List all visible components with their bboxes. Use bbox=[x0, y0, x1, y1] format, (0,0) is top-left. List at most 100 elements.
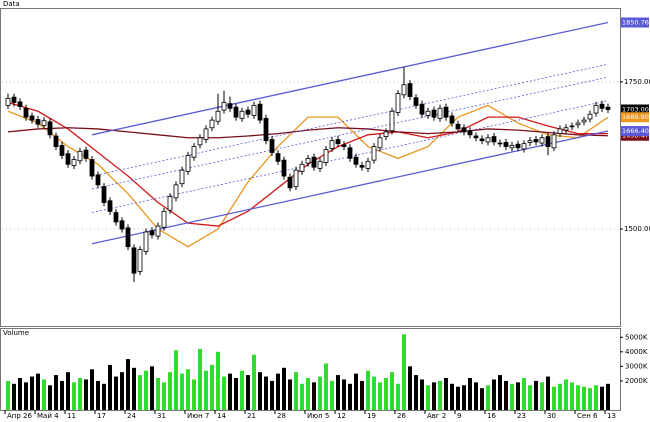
volume-bar bbox=[240, 370, 244, 410]
candle-body bbox=[215, 110, 221, 122]
volume-bar bbox=[420, 379, 424, 410]
candle-body bbox=[107, 200, 113, 212]
volume-bar bbox=[546, 376, 550, 410]
candle-body bbox=[425, 110, 431, 116]
y-tick-label: 1750.00 bbox=[624, 78, 650, 86]
candle-body bbox=[521, 143, 527, 150]
candle-body bbox=[593, 104, 599, 114]
volume-bar bbox=[534, 380, 538, 410]
volume-bar bbox=[384, 378, 388, 410]
candle-body bbox=[89, 159, 95, 177]
candle-body bbox=[221, 102, 227, 111]
volume-bar bbox=[312, 382, 316, 410]
candle-body bbox=[485, 137, 491, 143]
x-tick-label: 28 bbox=[277, 412, 286, 420]
candle-body bbox=[155, 225, 161, 237]
volume-bar bbox=[372, 376, 376, 410]
candle-body bbox=[5, 97, 11, 106]
candle-body bbox=[53, 135, 59, 147]
x-tick-label: Июл 5 bbox=[307, 412, 329, 420]
volume-bar bbox=[558, 383, 562, 410]
candle-body bbox=[581, 119, 587, 123]
volume-bar bbox=[504, 380, 508, 410]
volume-bar bbox=[456, 386, 460, 410]
volume-bar bbox=[282, 367, 286, 410]
candle-body bbox=[599, 103, 605, 109]
x-tick-label: Сен 6 bbox=[577, 412, 598, 420]
volume-bar bbox=[114, 376, 118, 410]
volume-bar bbox=[288, 379, 292, 410]
volume-bar bbox=[144, 370, 148, 410]
volume-bar bbox=[24, 382, 28, 410]
volume-bar bbox=[366, 370, 370, 410]
x-tick-label: 23 bbox=[517, 412, 526, 420]
volume-bar bbox=[264, 376, 268, 410]
candle-body bbox=[329, 140, 335, 149]
value-box-label: 1703.00 bbox=[622, 106, 649, 114]
x-tick-label: 21 bbox=[247, 412, 256, 420]
candle-body bbox=[281, 159, 287, 177]
candle-body bbox=[11, 96, 17, 103]
candle-body bbox=[245, 109, 251, 115]
candle-body bbox=[551, 134, 557, 149]
volume-bar bbox=[252, 354, 256, 410]
candle-body bbox=[47, 121, 53, 136]
x-tick-label: Апр 26 bbox=[7, 412, 32, 420]
candle-body bbox=[77, 150, 83, 162]
x-tick-label: 14 bbox=[217, 412, 226, 420]
volume-bar bbox=[336, 375, 340, 410]
candle-body bbox=[587, 113, 593, 120]
candle-body bbox=[179, 169, 185, 185]
candle-body bbox=[605, 106, 611, 110]
y-tick-label: 5000K bbox=[625, 333, 648, 341]
candle-body bbox=[323, 149, 329, 163]
candle-body bbox=[95, 174, 101, 186]
volume-bar bbox=[30, 376, 34, 410]
volume-bar bbox=[516, 382, 520, 410]
volume-bar bbox=[246, 375, 250, 410]
volume-bar bbox=[360, 380, 364, 410]
volume-bar bbox=[576, 385, 580, 410]
volume-bar bbox=[462, 385, 466, 410]
candle-body bbox=[23, 107, 29, 118]
candle-body bbox=[539, 137, 545, 144]
x-tick-label: 31 bbox=[157, 412, 166, 420]
candle-body bbox=[227, 103, 233, 109]
candle-body bbox=[251, 104, 257, 116]
candle-body bbox=[275, 153, 281, 162]
volume-bar bbox=[294, 372, 298, 410]
candle-body bbox=[371, 146, 377, 161]
y-tick-label: 1500.00 bbox=[624, 225, 650, 233]
candle-body bbox=[185, 155, 191, 172]
volume-bar bbox=[174, 350, 178, 410]
candle-body bbox=[59, 145, 65, 156]
volume-bar bbox=[210, 364, 214, 410]
candle-body bbox=[377, 137, 383, 149]
candle-body bbox=[293, 169, 299, 188]
volume-bar bbox=[396, 383, 400, 410]
volume-bar bbox=[342, 379, 346, 410]
volume-bar bbox=[594, 385, 598, 410]
volume-bar bbox=[486, 385, 490, 410]
volume-bar bbox=[510, 383, 514, 410]
volume-bar bbox=[348, 383, 352, 410]
candle-body bbox=[515, 143, 521, 149]
candle-body bbox=[461, 127, 467, 133]
candle-body bbox=[509, 145, 515, 149]
x-tick-label: 17 bbox=[97, 412, 106, 420]
candle-body bbox=[29, 115, 35, 121]
candle-body bbox=[569, 125, 575, 128]
volume-bar bbox=[12, 383, 16, 410]
volume-bar bbox=[186, 369, 190, 410]
candle-body bbox=[143, 231, 149, 252]
volume-bar bbox=[474, 382, 478, 410]
x-tick-label: 9 bbox=[457, 412, 461, 420]
candle-body bbox=[125, 227, 131, 248]
candle-body bbox=[65, 153, 71, 165]
candle-body bbox=[527, 140, 533, 143]
candle-body bbox=[305, 157, 311, 164]
volume-bar bbox=[42, 379, 46, 410]
volume-bar bbox=[66, 372, 70, 410]
x-tick-label: 30 bbox=[547, 412, 556, 420]
candle-body bbox=[167, 196, 173, 211]
